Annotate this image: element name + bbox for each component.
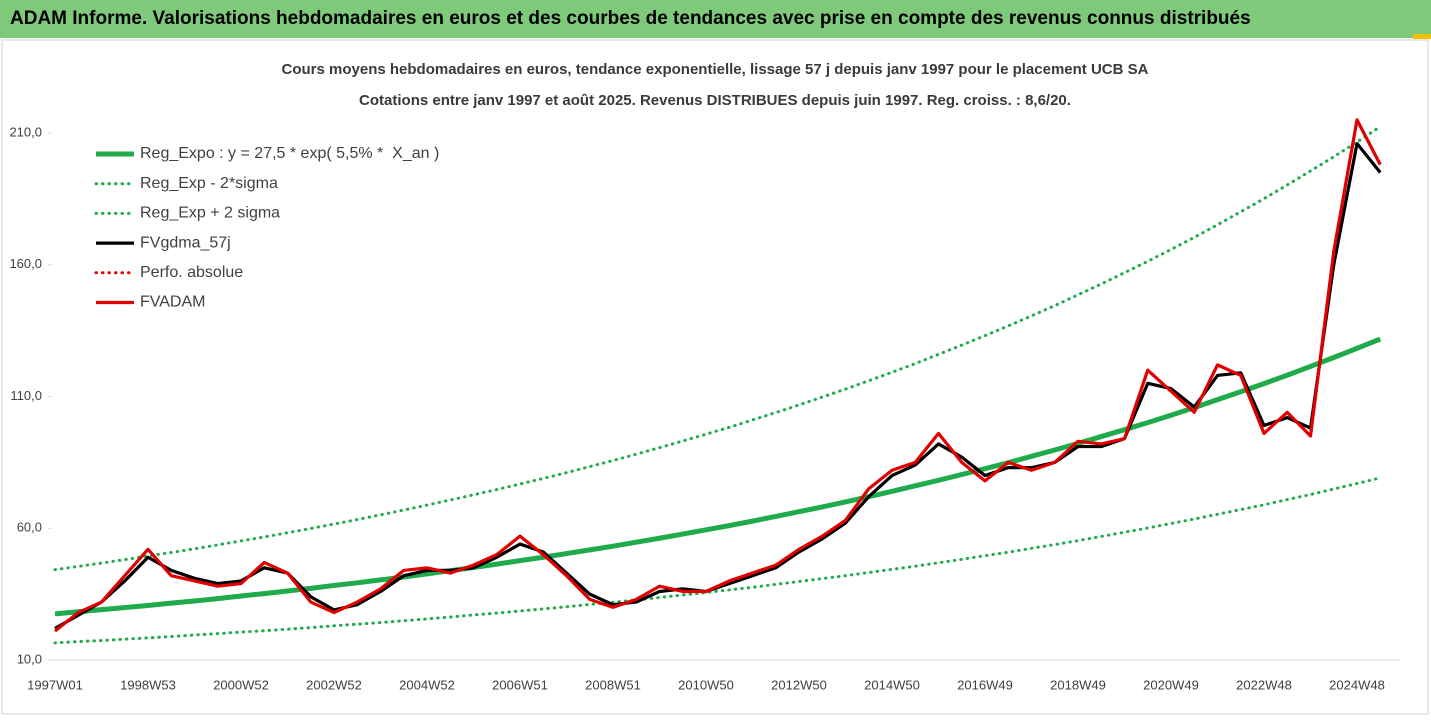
chart-subtitle: Cours moyens hebdomadaires en euros, ten…: [282, 61, 1149, 78]
legend-label: Reg_Exp + 2 sigma: [140, 205, 280, 222]
x-tick-label: 1997W01: [27, 677, 83, 692]
x-tick-label: 2024W48: [1329, 677, 1385, 692]
x-tick-label: 2002W52: [306, 677, 362, 692]
x-tick-label: 2000W52: [213, 677, 269, 692]
header-bar: [0, 0, 1431, 38]
x-tick-label: 2020W49: [1143, 677, 1199, 692]
x-tick-label: 2018W49: [1050, 677, 1106, 692]
legend-label: Reg_Expo : y = 27,5 * exp( 5,5% * X_an ): [140, 145, 439, 162]
series-line: [53, 125, 1382, 572]
legend-label: Reg_Exp - 2*sigma: [140, 175, 278, 192]
y-tick-label: 210,0: [9, 124, 42, 139]
y-tick-label: 60,0: [17, 520, 42, 535]
x-tick-label: 2012W50: [771, 677, 827, 692]
x-tick-label: 2022W48: [1236, 677, 1292, 692]
legend-label: FVADAM: [140, 294, 205, 311]
chart-border: [1, 39, 1429, 715]
legend-label: FVgdma_57j: [140, 234, 231, 251]
y-tick-label: 110,0: [10, 388, 42, 403]
legend-label: Perfo. absolue: [140, 264, 243, 281]
header-title: ADAM Informe. Valorisations hebdomadaire…: [10, 8, 1251, 29]
x-tick-label: 2010W50: [678, 677, 734, 692]
y-tick-label: 160,0: [9, 256, 42, 271]
x-tick-label: 2008W51: [585, 677, 641, 692]
chart-subtitle: Cotations entre janv 1997 et août 2025. …: [359, 92, 1071, 109]
corner-mark: [1413, 34, 1431, 39]
x-tick-label: 2004W52: [399, 677, 455, 692]
series-line: [54, 336, 1382, 617]
series-line: [53, 476, 1382, 645]
x-tick-label: 1998W53: [120, 677, 176, 692]
x-tick-label: 2014W50: [864, 677, 920, 692]
x-tick-label: 2006W51: [492, 677, 548, 692]
plot-area: 10,0 60,0 110,0 160,0 210,0 1997W01 1998W53 200…: [9, 118, 1400, 692]
legend: Reg_Expo : y = 27,5 * exp( 5,5% * X_an )…: [94, 145, 439, 311]
x-tick-label: 2016W49: [957, 677, 1013, 692]
y-tick-label: 10,0: [17, 651, 42, 666]
series-line: [54, 118, 1382, 633]
